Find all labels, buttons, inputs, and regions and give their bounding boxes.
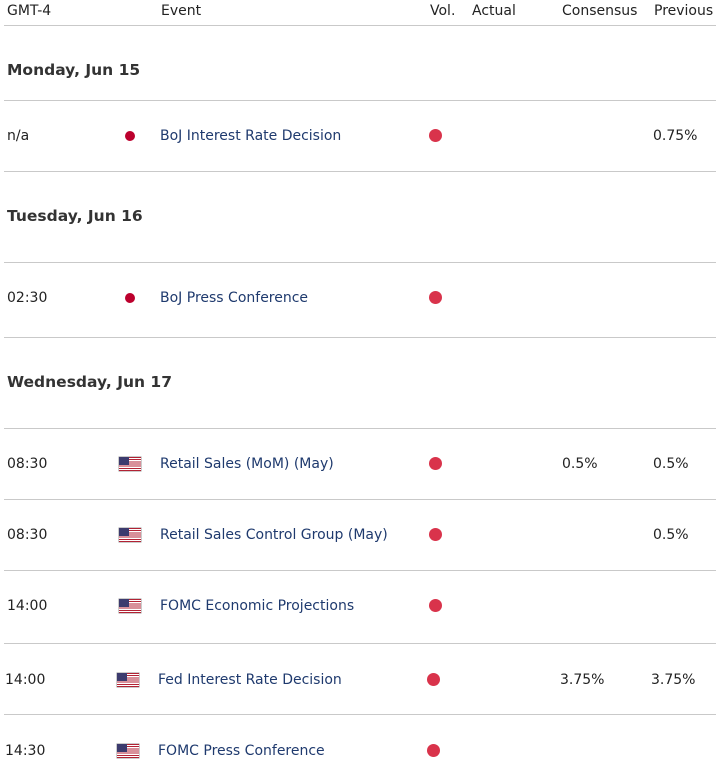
us-flag-icon	[119, 528, 141, 542]
event-time: 08:30	[7, 527, 48, 543]
high-volatility-dot-icon	[429, 528, 442, 541]
event-time: 14:00	[7, 598, 48, 614]
event-link[interactable]: Retail Sales Control Group (May)	[160, 527, 388, 543]
us-flag-icon	[117, 744, 139, 758]
day-header-tuesday: Tuesday, Jun 16	[7, 207, 143, 225]
high-volatility-dot-icon	[429, 129, 442, 142]
event-time: 14:00	[5, 672, 46, 688]
event-link[interactable]: Retail Sales (MoM) (May)	[160, 456, 334, 472]
event-previous: 0.5%	[653, 527, 689, 543]
header-event: Event	[161, 3, 202, 19]
divider	[4, 262, 716, 263]
high-volatility-dot-icon	[427, 673, 440, 686]
event-time: 02:30	[7, 290, 48, 306]
high-volatility-dot-icon	[429, 599, 442, 612]
header-previous: Previous	[654, 3, 714, 19]
us-flag-icon	[119, 599, 141, 613]
divider	[4, 570, 716, 571]
event-previous: 3.75%	[651, 672, 696, 688]
event-link[interactable]: BoJ Press Conference	[160, 290, 309, 306]
event-link[interactable]: FOMC Economic Projections	[160, 598, 355, 614]
event-consensus: 3.75%	[560, 672, 605, 688]
header-divider	[4, 25, 716, 26]
event-time: n/a	[7, 128, 30, 144]
high-volatility-dot-icon	[429, 291, 442, 304]
divider	[4, 337, 716, 338]
event-link[interactable]: BoJ Interest Rate Decision	[160, 128, 342, 144]
header-timezone: GMT-4	[7, 3, 52, 19]
divider	[4, 428, 716, 429]
divider	[4, 643, 716, 644]
us-flag-icon	[117, 673, 139, 687]
japan-flag-icon	[119, 291, 141, 305]
header-consensus: Consensus	[562, 3, 638, 19]
japan-flag-icon	[119, 129, 141, 143]
event-time: 14:30	[5, 743, 46, 759]
event-link[interactable]: Fed Interest Rate Decision	[158, 672, 342, 688]
us-flag-icon	[119, 457, 141, 471]
header-vol: Vol.	[430, 3, 456, 19]
event-previous: 0.75%	[653, 128, 698, 144]
divider	[4, 714, 716, 715]
event-previous: 0.5%	[653, 456, 689, 472]
event-link[interactable]: FOMC Press Conference	[158, 743, 325, 759]
event-time: 08:30	[7, 456, 48, 472]
divider	[4, 171, 716, 172]
event-consensus: 0.5%	[562, 456, 598, 472]
day-header-monday: Monday, Jun 15	[7, 61, 141, 79]
divider	[4, 499, 716, 500]
divider	[4, 100, 716, 101]
day-header-wednesday: Wednesday, Jun 17	[7, 373, 172, 391]
high-volatility-dot-icon	[429, 457, 442, 470]
high-volatility-dot-icon	[427, 744, 440, 757]
header-actual: Actual	[472, 3, 516, 19]
